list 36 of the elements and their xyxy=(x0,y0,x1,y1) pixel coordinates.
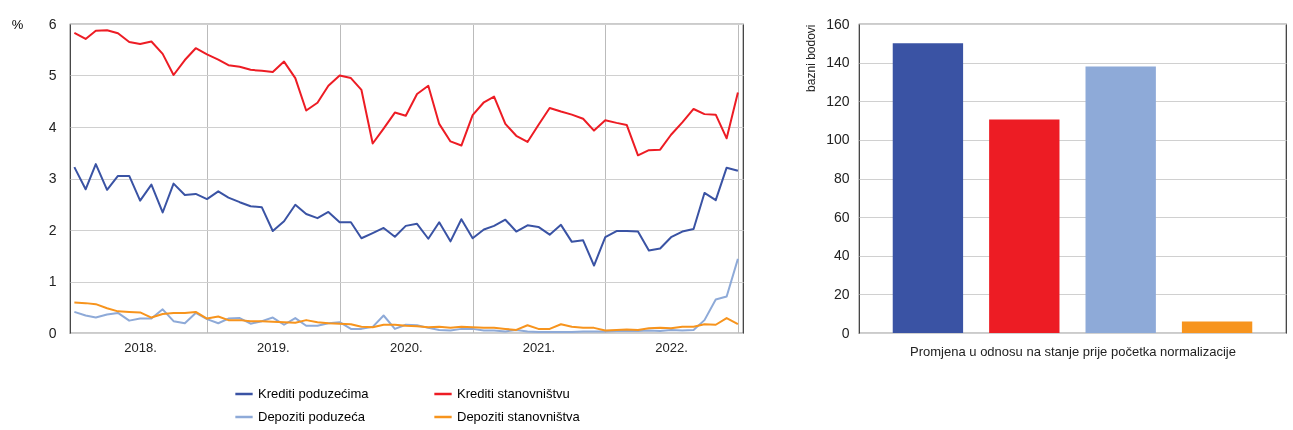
y-tick-label: 120 xyxy=(826,92,850,109)
legend-label: Krediti poduzećima xyxy=(258,386,370,401)
x-axis-title: Promjena u odnosu na stanje prije početka normalizacije xyxy=(910,343,1236,359)
bar xyxy=(989,119,1060,333)
legend-label: Krediti stanovništvu xyxy=(457,386,570,401)
x-tick-label: 2018. xyxy=(124,339,157,355)
y-tick-label: 5 xyxy=(48,67,57,83)
y-axis-title: bazni bodovi xyxy=(804,24,819,92)
y-tick-label: 100 xyxy=(826,131,850,148)
y-tick-label: 3 xyxy=(48,170,57,186)
x-tick-label: 2022. xyxy=(655,339,688,355)
y-axis-title: % xyxy=(11,16,24,32)
line-series xyxy=(73,29,739,157)
legend-label: Depoziti poduzeća xyxy=(258,409,366,424)
line-series xyxy=(73,257,739,333)
legend-label: Depoziti stanovništva xyxy=(457,409,581,424)
bar xyxy=(892,43,964,333)
line-series xyxy=(73,301,739,332)
y-tick-label: 20 xyxy=(833,285,850,302)
y-tick-label: 0 xyxy=(841,324,850,341)
x-tick-label: 2019. xyxy=(257,339,290,355)
y-tick-label: 140 xyxy=(826,54,850,71)
y-tick-label: 160 xyxy=(826,15,850,32)
x-tick-label: 2021. xyxy=(522,339,556,355)
y-tick-label: 4 xyxy=(48,118,57,135)
y-tick-label: 2 xyxy=(48,221,57,238)
bar xyxy=(1085,66,1156,333)
y-tick-label: 1 xyxy=(48,273,57,289)
y-tick-label: 60 xyxy=(833,208,850,225)
y-tick-label: 80 xyxy=(833,170,850,186)
line-series xyxy=(73,163,739,267)
y-tick-label: 6 xyxy=(48,15,57,32)
y-tick-label: 0 xyxy=(48,324,57,341)
y-tick-label: 40 xyxy=(833,247,850,264)
x-tick-label: 2020. xyxy=(390,339,423,355)
bar xyxy=(1181,321,1253,333)
